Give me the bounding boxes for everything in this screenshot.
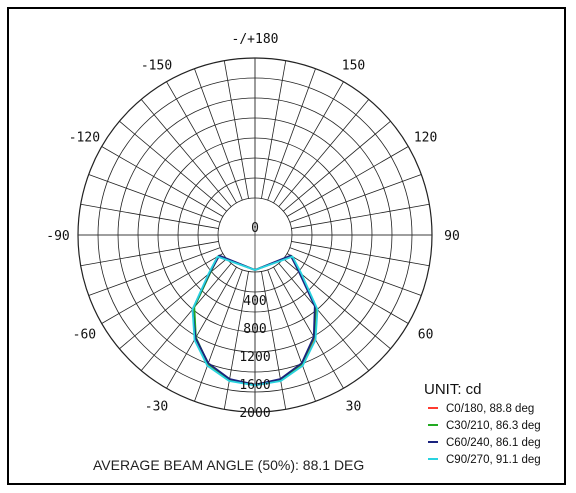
angle-labels: -/+180 150 120 90 60 30 -30 -60 -90 -120 -150 [46, 32, 460, 415]
grid-spoke [166, 81, 237, 204]
grid-spoke [267, 269, 316, 402]
grid-spoke [223, 271, 249, 410]
grid-spoke [101, 146, 224, 217]
grid-spoke [291, 241, 430, 267]
radial-tick-label: 2000 [239, 406, 270, 421]
legend: C0/180, 88.8 deg C30/210, 86.3 deg C60/240… [428, 403, 541, 466]
angle-label: 60 [418, 328, 434, 343]
grid-spoke [289, 174, 422, 223]
angle-label: 30 [346, 400, 362, 415]
grid-spoke [88, 174, 221, 223]
grid-spoke [261, 60, 287, 199]
grid-spoke [194, 68, 243, 201]
polar-grid [77, 57, 433, 413]
grid-spoke [289, 247, 422, 296]
radial-tick-label: 1600 [239, 378, 270, 393]
grid-spoke [88, 247, 221, 296]
radial-tick-label: 1200 [239, 350, 270, 365]
grid-spoke [80, 203, 219, 229]
grid-spoke [194, 269, 243, 402]
radial-tick-label: 400 [243, 294, 266, 309]
grid-spoke [101, 253, 224, 324]
angle-label: -/+180 [232, 32, 279, 47]
legend-entry: C30/210, 86.3 deg [446, 420, 541, 432]
grid-spoke [261, 271, 287, 410]
grid-spoke [267, 68, 316, 201]
radial-labels: 0 400 800 1200 1600 2000 [239, 221, 270, 421]
grid-spoke [283, 120, 391, 212]
chart-frame [7, 7, 566, 485]
legend-entry: C90/270, 91.1 deg [446, 454, 541, 466]
grid-spoke [166, 266, 237, 389]
grid-spoke [278, 263, 370, 371]
angle-label: -60 [73, 328, 96, 343]
grid-spoke [273, 266, 344, 389]
grid-spoke [273, 81, 344, 204]
legend-entry: C0/180, 88.8 deg [446, 403, 534, 415]
grid-spoke [291, 203, 430, 229]
unit-label: UNIT: cd [424, 381, 482, 398]
grid-spoke [80, 241, 219, 267]
grid-spoke [286, 146, 409, 217]
average-beam-angle-note: AVERAGE BEAM ANGLE (50%): 88.1 DEG [93, 457, 364, 473]
grid-spoke [223, 60, 249, 199]
angle-label: 120 [414, 131, 437, 146]
grid-spoke [140, 99, 232, 207]
radial-tick-label: 0 [251, 221, 259, 236]
grid-spoke [140, 263, 232, 371]
angle-label: -120 [69, 131, 100, 146]
series-curve-3 [191, 255, 319, 387]
grid-spoke [286, 253, 409, 324]
legend-entry: C60/240, 86.1 deg [446, 437, 541, 449]
radial-tick-label: 800 [243, 322, 266, 337]
angle-label: -90 [46, 229, 69, 244]
series-layer [191, 254, 319, 387]
angle-label: 90 [444, 229, 460, 244]
angle-label: -30 [145, 400, 168, 415]
grid-spoke [278, 99, 370, 207]
angle-label: -150 [141, 58, 172, 73]
grid-spoke [119, 120, 227, 212]
angle-label: 150 [342, 58, 365, 73]
